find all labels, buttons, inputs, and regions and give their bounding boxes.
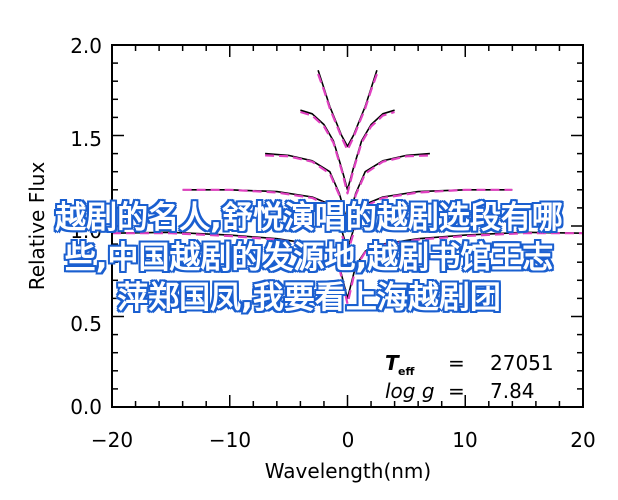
y-tick-label: 1.0: [70, 219, 102, 243]
logg-equals: =: [448, 379, 465, 403]
y-tick-label: 2.0: [70, 34, 102, 58]
parameter-annotation: T eff = 27051 log g = 7.84: [385, 351, 554, 403]
spectrum-series-8: [317, 70, 378, 148]
x-tick-label: −20: [91, 428, 133, 452]
y-tick-label: 1.5: [70, 127, 102, 151]
y-axis-label: Relative Flux: [25, 162, 49, 291]
y-tick-label: 0.5: [70, 312, 102, 336]
spectrum-series-7: [300, 110, 395, 195]
teff-label: T: [385, 351, 400, 375]
x-tick-label: 20: [570, 428, 595, 452]
spectrum-series-9: [317, 73, 378, 152]
teff-value: 27051: [490, 351, 554, 375]
spectrum-series-0: [111, 231, 584, 300]
x-tick-label: 10: [452, 428, 477, 452]
teff-equals: =: [448, 351, 465, 375]
x-tick-label: 0: [342, 428, 355, 452]
logg-label: log g: [385, 379, 435, 403]
spectrum-series-6: [300, 109, 395, 191]
series-layer: [111, 70, 584, 305]
spectrum-series-1: [112, 232, 583, 305]
y-tick-label: 0.0: [70, 395, 102, 419]
ticks-layer: [111, 44, 584, 408]
teff-subscript: eff: [398, 365, 414, 378]
x-tick-label: −10: [209, 428, 251, 452]
spectrum-series-3: [182, 188, 513, 255]
logg-value: 7.84: [490, 379, 535, 403]
x-axis-label: Wavelength(nm): [265, 459, 431, 483]
